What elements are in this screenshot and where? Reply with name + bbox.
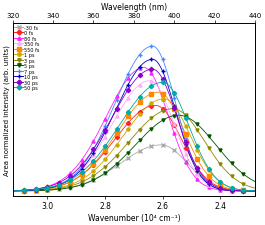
Y-axis label: Area normalized intensity (arb. units): Area normalized intensity (arb. units): [3, 45, 10, 175]
Legend: -30 fs, 0 fs, 80 fs, 350 fs, 550 fs, 1 ps, 3 ps, 5 ps, 7 ps, 10 ps, 30 ps, 50 ps: -30 fs, 0 fs, 80 fs, 350 fs, 550 fs, 1 p…: [14, 25, 40, 91]
X-axis label: Wavenumber (10⁴ cm⁻¹): Wavenumber (10⁴ cm⁻¹): [87, 213, 180, 222]
X-axis label: Wavelength (nm): Wavelength (nm): [101, 3, 167, 12]
